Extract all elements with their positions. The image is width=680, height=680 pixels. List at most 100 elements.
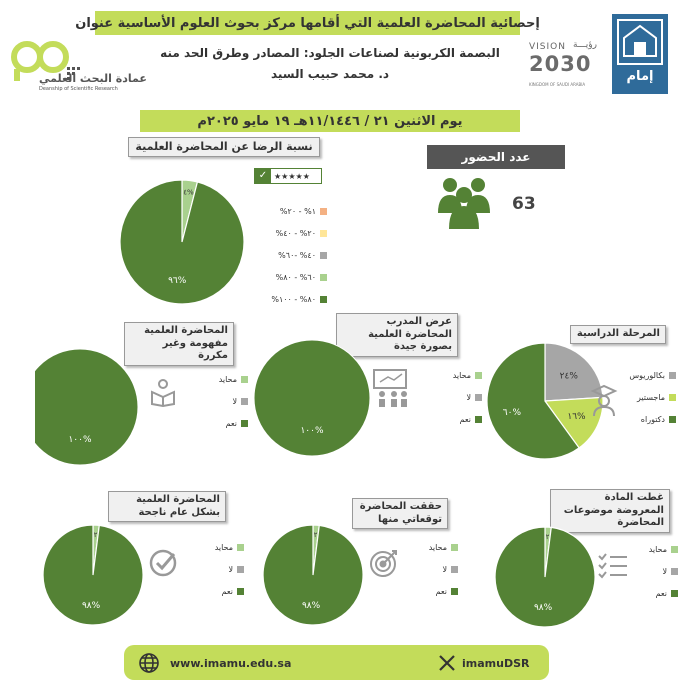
checkmark-icon	[149, 549, 177, 577]
understood-legend-item: محايد	[188, 368, 248, 390]
success-legend-item: نعم	[184, 580, 244, 602]
satisfaction-chart-title: نسبة الرضا عن المحاضرة العلمية	[128, 137, 320, 157]
footer-bar	[124, 645, 549, 680]
coverage-slice-2	[494, 526, 596, 628]
social-handle[interactable]: imamuDSR	[462, 657, 530, 670]
expectations-legend: محايد لا نعم	[398, 536, 458, 602]
understood-legend-item: لا	[188, 390, 248, 412]
expectations-legend-swatch	[451, 565, 458, 573]
page-title: إحصائية المحاضرة العلمية التي أقامها مرك…	[75, 15, 540, 31]
success-legend-item: محايد	[184, 536, 244, 558]
satisfaction-legend-item: ٨٠% - ١٠٠%	[255, 288, 327, 310]
understood-legend-swatch	[241, 419, 248, 427]
attendance-box-title: عدد الحضور	[427, 145, 565, 169]
expectations-legend-swatch	[451, 587, 458, 595]
level-chart-title: المرحلة الدراسية	[570, 325, 666, 344]
vision-word: VISION	[529, 42, 566, 52]
satisfaction-legend-label: ٢٠% - ٤٠%	[275, 228, 316, 238]
expectations-chart-title: حققت المحاضرة توقعاتي منها	[352, 498, 448, 529]
university-logo-text: إمام	[626, 69, 654, 84]
level-legend-item: ماجستير	[608, 386, 676, 408]
success-legend-label: محايد	[214, 542, 233, 552]
understood-chart-title: المحاضرة العلمية مفهومة وغير مكررة	[124, 322, 234, 366]
coverage-legend-item: محايد	[628, 538, 678, 560]
understood-legend-item: نعم	[188, 412, 248, 434]
vision-year: 2030	[529, 52, 592, 76]
book-reader-icon	[151, 379, 175, 407]
vision-country: KINGDOM OF SAUDI ARABIA	[529, 82, 586, 87]
satisfaction-legend-label: ١% - ٢٠%	[279, 206, 316, 216]
coverage-legend-label: نعم	[655, 588, 667, 598]
coverage-chart-title: غطت المادة المعروضة موضوعات المحاضرة	[550, 489, 670, 533]
deanship-name: عمادة البحث العلمي	[39, 72, 147, 85]
globe-icon[interactable]	[138, 652, 160, 674]
trainer-legend-swatch	[475, 415, 482, 423]
level-legend: بكالوريوس ماجستير دكتوراه	[608, 364, 676, 430]
success-legend-label: نعم	[221, 586, 233, 596]
success-data-label-0: ٢	[94, 531, 98, 539]
lecture-date: يوم الاثنين ٢١ / ١١/١٤٤٦هـ ١٩ مايو ٢٠٢٥م	[197, 113, 463, 129]
x-logo-icon[interactable]	[438, 654, 456, 672]
level-slice-2	[486, 342, 580, 460]
attendance-count: 63	[512, 194, 536, 214]
understood-legend-swatch	[241, 375, 248, 383]
understood-pie: ١٠٠%	[35, 348, 139, 466]
understood-legend-swatch	[241, 397, 248, 405]
success-data-label-2: ٩٨%	[82, 601, 101, 611]
understood-legend-label: نعم	[225, 418, 237, 428]
level-data-label-0: ٢٤%	[560, 372, 579, 382]
level-legend-swatch	[669, 393, 676, 401]
website-link[interactable]: www.imamu.edu.sa	[170, 657, 292, 670]
level-legend-swatch	[669, 371, 676, 379]
success-legend-swatch	[237, 565, 244, 573]
understood-slice-2	[35, 348, 139, 466]
success-legend: محايد لا نعم	[184, 536, 244, 602]
date-banner: يوم الاثنين ٢١ / ١١/١٤٤٦هـ ١٩ مايو ٢٠٢٥م	[140, 110, 520, 132]
expectations-legend-item: لا	[398, 558, 458, 580]
deanship-logo: عمادة البحث العلمي Deanship of Scientifi…	[5, 35, 147, 95]
trainer-legend-label: محايد	[452, 370, 471, 380]
expectations-legend-item: نعم	[398, 580, 458, 602]
satisfaction-slice-4	[119, 179, 245, 305]
understood-legend-label: لا	[232, 396, 237, 406]
satisfaction-legend-swatch	[320, 251, 327, 259]
understood-data-label-2: ١٠٠%	[68, 435, 92, 445]
coverage-legend-item: لا	[628, 560, 678, 582]
checklist-icon	[598, 553, 627, 579]
satisfaction-legend-item: ٤٠% -٦٠%	[255, 244, 327, 266]
understood-legend-label: محايد	[218, 374, 237, 384]
success-slice-2	[42, 524, 144, 626]
level-legend-item: بكالوريوس	[608, 364, 676, 386]
title-banner: إحصائية المحاضرة العلمية التي أقامها مرك…	[75, 11, 540, 35]
level-pie: ٢٤% ١٦% ٦٠%	[486, 342, 604, 460]
coverage-pie: ٢ ٩٨%	[494, 526, 596, 628]
expectations-data-label-2: ٩٨%	[302, 601, 321, 611]
coverage-legend-swatch	[671, 567, 678, 575]
coverage-legend: محايد لا نعم	[628, 538, 678, 604]
level-legend-swatch	[669, 415, 676, 423]
success-legend-item: لا	[184, 558, 244, 580]
level-legend-item: دكتوراه	[608, 408, 676, 430]
level-data-label-2: ٦٠%	[503, 408, 522, 418]
deanship-name-en: Deanship of Scientific Research	[39, 86, 118, 92]
trainer-legend-item: نعم	[422, 408, 482, 430]
satisfaction-legend-swatch	[320, 207, 327, 215]
presenter-icon	[373, 369, 407, 407]
graduate-icon	[590, 384, 618, 417]
level-slice-0	[544, 342, 604, 402]
expectations-legend-item: محايد	[398, 536, 458, 558]
trainer-legend-swatch	[475, 371, 482, 379]
expectations-slice-2	[262, 524, 364, 626]
coverage-legend-swatch	[671, 545, 678, 553]
coverage-legend-label: محايد	[648, 544, 667, 554]
trainer-legend-label: لا	[466, 392, 471, 402]
success-legend-swatch	[237, 543, 244, 551]
success-pie: ٢ ٩٨%	[42, 524, 144, 626]
university-logo: إمام	[612, 14, 668, 94]
attendees-icon	[438, 178, 490, 229]
success-chart-title: المحاضرة العلمية بشكل عام ناجحة	[108, 491, 226, 522]
trainer-pie: ١٠٠%	[253, 339, 371, 457]
expectations-legend-swatch	[451, 543, 458, 551]
success-legend-label: لا	[228, 564, 233, 574]
success-legend-swatch	[237, 587, 244, 595]
